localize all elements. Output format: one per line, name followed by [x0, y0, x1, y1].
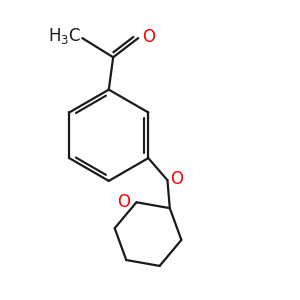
Text: O: O	[170, 170, 183, 188]
Text: O: O	[117, 193, 130, 211]
Text: H$_3$C: H$_3$C	[48, 26, 81, 46]
Text: O: O	[142, 28, 155, 46]
